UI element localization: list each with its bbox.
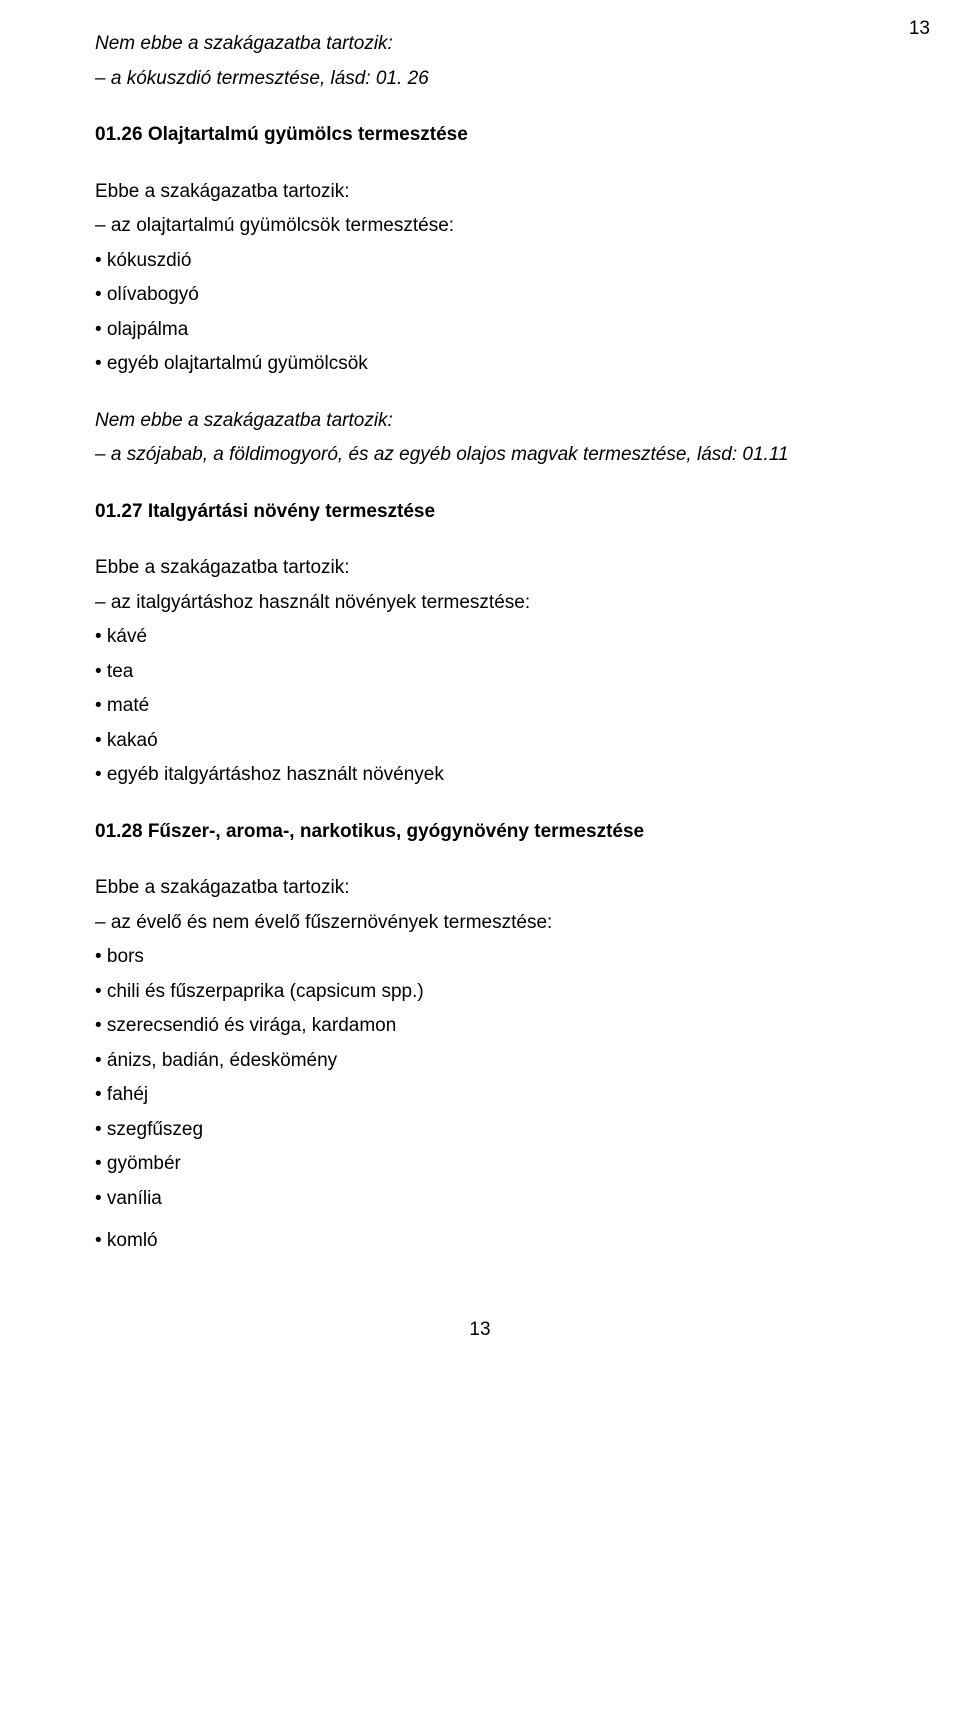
list-item: • kávé bbox=[95, 623, 865, 652]
page-number-bottom: 13 bbox=[95, 1316, 865, 1345]
included-line: – az évelő és nem évelő fűszernövények t… bbox=[95, 909, 865, 938]
list-item: • egyéb italgyártáshoz használt növények bbox=[95, 761, 865, 790]
section-28-title-block: 01.28 Fűszer-, aroma-, narkotikus, gyógy… bbox=[95, 818, 865, 847]
list-item: • kakaó bbox=[95, 727, 865, 756]
list-item: • egyéb olajtartalmú gyümölcsök bbox=[95, 350, 865, 379]
list-item: • vanília bbox=[95, 1185, 865, 1214]
list-item: • ánizs, badián, édeskömény bbox=[95, 1047, 865, 1076]
not-included-item: – a kókuszdió termesztése, lásd: 01. 26 bbox=[95, 65, 865, 94]
excluded-line: – a szójabab, a földimogyoró, és az egyé… bbox=[95, 441, 865, 470]
list-item: • olívabogyó bbox=[95, 281, 865, 310]
section-27-title: 01.27 Italgyártási növény termesztése bbox=[95, 498, 865, 527]
list-item: • szegfűszeg bbox=[95, 1116, 865, 1145]
section-26-included: Ebbe a szakágazatba tartozik: – az olajt… bbox=[95, 178, 865, 379]
list-item: • kókuszdió bbox=[95, 247, 865, 276]
page-number-top: 13 bbox=[909, 15, 930, 44]
included-heading: Ebbe a szakágazatba tartozik: bbox=[95, 178, 865, 207]
list-item: • szerecsendió és virága, kardamon bbox=[95, 1012, 865, 1041]
list-item: • tea bbox=[95, 658, 865, 687]
list-item: • bors bbox=[95, 943, 865, 972]
list-item: • fahéj bbox=[95, 1081, 865, 1110]
block-not-included-1: Nem ebbe a szakágazatba tartozik: – a kó… bbox=[95, 30, 865, 93]
section-26-title-block: 01.26 Olajtartalmú gyümölcs termesztése bbox=[95, 121, 865, 150]
list-item: • gyömbér bbox=[95, 1150, 865, 1179]
excluded-heading: Nem ebbe a szakágazatba tartozik: bbox=[95, 407, 865, 436]
list-item: • maté bbox=[95, 692, 865, 721]
included-heading: Ebbe a szakágazatba tartozik: bbox=[95, 554, 865, 583]
section-27-included: Ebbe a szakágazatba tartozik: – az italg… bbox=[95, 554, 865, 790]
list-item: • olajpálma bbox=[95, 316, 865, 345]
section-28-title: 01.28 Fűszer-, aroma-, narkotikus, gyógy… bbox=[95, 818, 865, 847]
included-heading: Ebbe a szakágazatba tartozik: bbox=[95, 874, 865, 903]
list-item: • komló bbox=[95, 1227, 865, 1256]
not-included-heading: Nem ebbe a szakágazatba tartozik: bbox=[95, 30, 865, 59]
list-item: • chili és fűszerpaprika (capsicum spp.) bbox=[95, 978, 865, 1007]
section-26-title: 01.26 Olajtartalmú gyümölcs termesztése bbox=[95, 121, 865, 150]
section-28-included: Ebbe a szakágazatba tartozik: – az évelő… bbox=[95, 874, 865, 1256]
included-line: – az olajtartalmú gyümölcsök termesztése… bbox=[95, 212, 865, 241]
included-line: – az italgyártáshoz használt növények te… bbox=[95, 589, 865, 618]
section-26-excluded: Nem ebbe a szakágazatba tartozik: – a sz… bbox=[95, 407, 865, 470]
section-27-title-block: 01.27 Italgyártási növény termesztése bbox=[95, 498, 865, 527]
